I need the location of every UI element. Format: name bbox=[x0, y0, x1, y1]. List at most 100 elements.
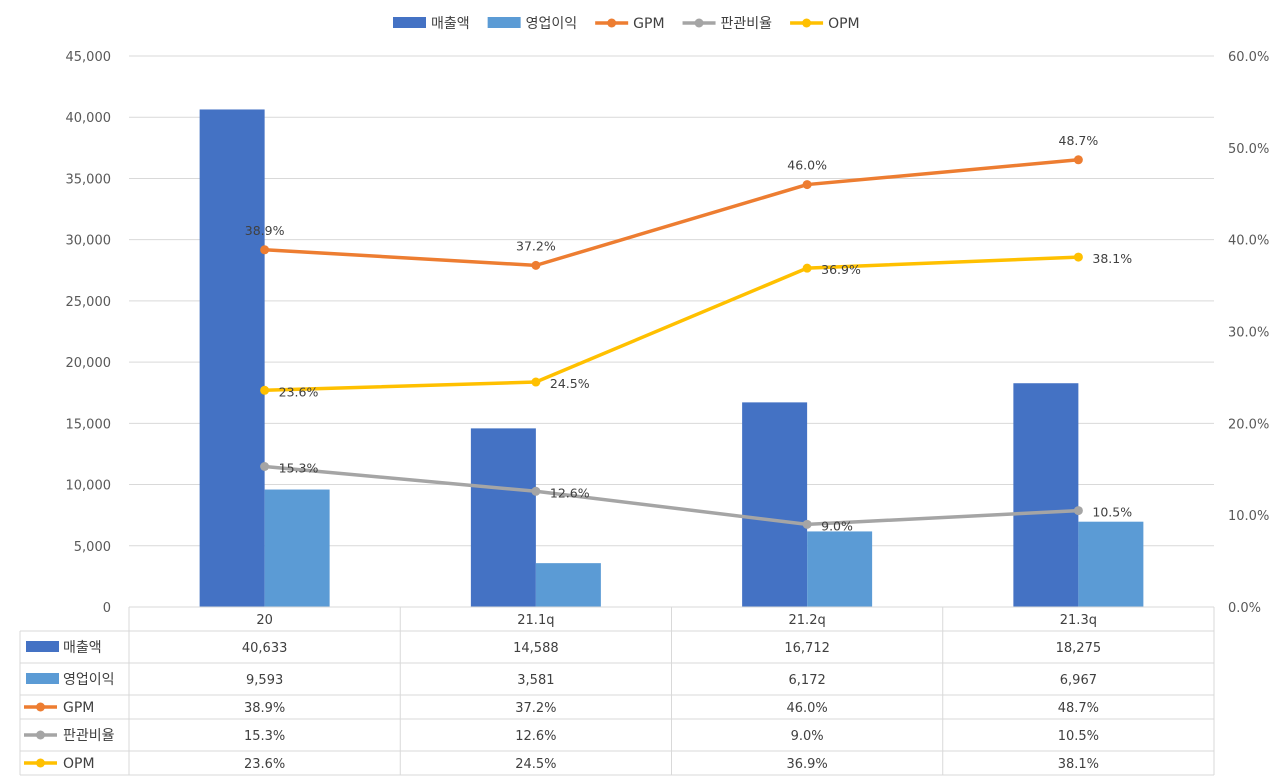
table-row-label: GPM bbox=[63, 700, 94, 716]
table-header-cell: 20 bbox=[256, 613, 273, 628]
point-opm bbox=[260, 385, 270, 395]
data-label-opm: 36.9% bbox=[821, 262, 861, 277]
table-cell: 6,172 bbox=[789, 673, 826, 688]
bar-매출액 bbox=[470, 428, 536, 607]
table-header-cell: 21.2q bbox=[789, 613, 826, 628]
legend-marker bbox=[802, 18, 812, 28]
table-row-gpm: GPM 38.9% 37.2% 46.0% 48.7% bbox=[24, 700, 1099, 716]
line-series bbox=[260, 155, 1083, 529]
legend-item-판관비율: 판관비율 bbox=[682, 16, 773, 32]
table-row-opm: OPM 23.6% 24.5% 36.9% 38.1% bbox=[24, 756, 1099, 772]
bar-매출액 bbox=[1013, 383, 1079, 607]
table-cell: 16,712 bbox=[784, 641, 830, 656]
table-row-marker bbox=[36, 702, 45, 712]
table-cell: 46.0% bbox=[786, 701, 827, 716]
data-labels: 38.9% 37.2% 46.0% 48.7% 15.3% 12.6% 9.0% 10.5% 2… bbox=[245, 133, 1132, 534]
right-tick-label: 50.0% bbox=[1228, 142, 1269, 157]
table-row-영업이익: 영업이익 9,593 3,581 6,172 6,967 bbox=[26, 672, 1097, 688]
point-opm bbox=[531, 377, 541, 387]
data-label-gpm: 48.7% bbox=[1059, 133, 1099, 148]
left-tick-label: 40,000 bbox=[66, 111, 112, 126]
right-tick-label: 40.0% bbox=[1228, 234, 1269, 249]
bar-영업이익 bbox=[535, 563, 601, 607]
right-tick-label: 30.0% bbox=[1228, 326, 1269, 341]
bar-series bbox=[199, 109, 1144, 607]
right-axis-ticks: 0.0% 10.0% 20.0% 30.0% 40.0% 50.0% 60.0% bbox=[1228, 50, 1269, 616]
table-cell: 38.1% bbox=[1058, 757, 1099, 772]
point-판관비율 bbox=[260, 461, 270, 471]
right-tick-label: 20.0% bbox=[1228, 417, 1269, 432]
legend: 매출액 영업이익 GPM 판관비율 OPM bbox=[393, 16, 860, 32]
point-gpm bbox=[260, 245, 270, 255]
table-row-label: 영업이익 bbox=[63, 672, 115, 688]
data-label-opm: 38.1% bbox=[1092, 251, 1132, 266]
legend-item-opm: OPM bbox=[790, 16, 860, 32]
point-판관비율 bbox=[1073, 506, 1083, 516]
bar-매출액 bbox=[199, 109, 265, 607]
data-label-판관비율: 12.6% bbox=[550, 485, 590, 500]
data-label-opm: 23.6% bbox=[279, 384, 319, 399]
data-label-판관비율: 15.3% bbox=[279, 460, 319, 475]
table-row-label: 매출액 bbox=[63, 640, 102, 656]
data-label-gpm: 38.9% bbox=[245, 223, 285, 238]
table-row-label: 판관비율 bbox=[63, 728, 115, 744]
legend-label: OPM bbox=[828, 16, 860, 32]
left-tick-label: 45,000 bbox=[66, 50, 112, 65]
legend-marker bbox=[607, 18, 617, 28]
table-cell: 12.6% bbox=[515, 729, 556, 744]
point-gpm bbox=[531, 260, 541, 270]
table-cell: 24.5% bbox=[515, 757, 556, 772]
bar-영업이익 bbox=[807, 531, 873, 607]
table-cell: 37.2% bbox=[515, 701, 556, 716]
data-label-opm: 24.5% bbox=[550, 376, 590, 391]
gridlines bbox=[129, 55, 1214, 547]
table-header-cell: 21.1q bbox=[517, 613, 554, 628]
left-tick-label: 30,000 bbox=[66, 234, 112, 249]
table-cell: 18,275 bbox=[1056, 641, 1102, 656]
table-cell: 3,581 bbox=[517, 673, 554, 688]
legend-item-gpm: GPM bbox=[595, 16, 665, 32]
table-cell: 9.0% bbox=[791, 729, 824, 744]
left-tick-label: 0 bbox=[103, 601, 111, 616]
right-tick-label: 60.0% bbox=[1228, 50, 1269, 65]
table-row-marker bbox=[36, 730, 45, 740]
point-gpm bbox=[1073, 155, 1083, 165]
point-판관비율 bbox=[802, 519, 812, 529]
right-tick-label: 0.0% bbox=[1228, 601, 1261, 616]
left-tick-label: 15,000 bbox=[66, 417, 112, 432]
table-row-swatch bbox=[26, 673, 59, 684]
table-cell: 10.5% bbox=[1058, 729, 1099, 744]
legend-label: 판관비율 bbox=[721, 16, 773, 32]
left-tick-label: 5,000 bbox=[74, 540, 111, 555]
bar-영업이익 bbox=[1078, 521, 1144, 607]
table-cell: 9,593 bbox=[246, 673, 283, 688]
table-cell: 15.3% bbox=[244, 729, 285, 744]
legend-item-영업이익: 영업이익 bbox=[487, 16, 577, 32]
data-table: 20 21.1q 21.2q 21.3q 매출액 40,633 14,588 16,712 18… bbox=[19, 606, 1215, 776]
point-판관비율 bbox=[531, 486, 541, 496]
table-header-cell: 21.3q bbox=[1060, 613, 1097, 628]
legend-label: 매출액 bbox=[431, 16, 470, 32]
legend-item-매출액: 매출액 bbox=[393, 16, 470, 32]
table-row-판관비율: 판관비율 15.3% 12.6% 9.0% 10.5% bbox=[24, 728, 1099, 744]
right-tick-label: 10.0% bbox=[1228, 509, 1269, 524]
legend-label: GPM bbox=[633, 16, 664, 32]
table-cell: 38.9% bbox=[244, 701, 285, 716]
table-row-marker bbox=[36, 758, 45, 768]
left-tick-label: 10,000 bbox=[66, 479, 112, 494]
left-tick-label: 35,000 bbox=[66, 172, 112, 187]
line-opm bbox=[262, 255, 1081, 393]
table-cell: 48.7% bbox=[1058, 701, 1099, 716]
data-label-판관비율: 9.0% bbox=[821, 518, 853, 533]
table-cell: 40,633 bbox=[242, 641, 288, 656]
table-row-label: OPM bbox=[63, 756, 95, 772]
table-row-매출액: 매출액 40,633 14,588 16,712 18,275 bbox=[26, 640, 1101, 656]
legend-swatch bbox=[393, 17, 426, 28]
table-cell: 36.9% bbox=[786, 757, 827, 772]
point-opm bbox=[1073, 252, 1083, 262]
bar-영업이익 bbox=[264, 489, 330, 607]
legend-swatch bbox=[487, 17, 521, 28]
left-tick-label: 20,000 bbox=[66, 356, 112, 371]
table-row-swatch bbox=[26, 641, 59, 652]
